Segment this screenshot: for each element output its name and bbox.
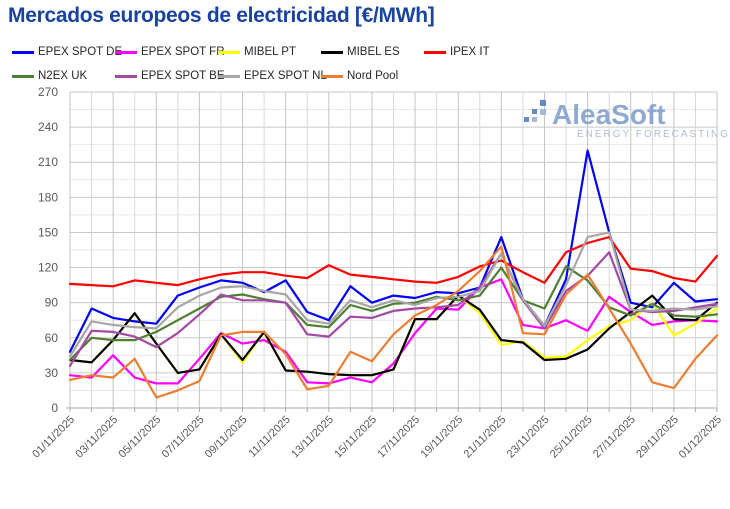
x-axis-label: 17/11/2025: [375, 414, 422, 461]
x-axis-label: 23/11/2025: [505, 414, 552, 461]
legend-item-n2ex-uk: N2EX UK: [12, 70, 115, 82]
legend-item-ipex-it: IPEX IT: [424, 46, 527, 58]
series-line-mibel-es: [68, 294, 719, 377]
legend-item-epex-spot-fr: EPEX SPOT FR: [115, 46, 225, 58]
y-axis-label: 210: [38, 155, 58, 169]
x-axis-label: 01/12/2025: [677, 414, 724, 461]
x-axis-label: 27/11/2025: [591, 414, 638, 461]
legend-item-nord-pool: Nord Pool: [321, 70, 424, 82]
watermark-brand: AleaSoft: [552, 99, 666, 130]
y-axis-label: 180: [38, 190, 58, 204]
x-axis-label: 05/11/2025: [117, 414, 164, 461]
x-axis-label: 11/11/2025: [247, 414, 293, 460]
y-axis-label: 120: [38, 261, 58, 275]
x-axis-label: 25/11/2025: [548, 414, 595, 461]
y-axis-label: 30: [45, 366, 59, 380]
y-axis-label: 270: [38, 85, 58, 99]
legend-row: EPEX SPOT DE EPEX SPOT FR MIBEL PT MIBEL ES…: [12, 40, 722, 64]
watermark-logo-dot: [524, 117, 529, 122]
legend: EPEX SPOT DE EPEX SPOT FR MIBEL PT MIBEL ES…: [12, 40, 722, 88]
legend-label: N2EX UK: [38, 70, 88, 82]
legend-swatch: [321, 50, 343, 54]
x-axis-label: 09/11/2025: [203, 414, 250, 461]
legend-label: EPEX SPOT BE: [141, 70, 225, 82]
watermark-tagline: ENERGY FORECASTING: [577, 129, 730, 140]
legend-swatch: [12, 74, 34, 78]
series-line-epex-spot-nl: [68, 231, 719, 358]
x-axis-label: 07/11/2025: [160, 414, 207, 461]
legend-swatch: [115, 74, 137, 78]
legend-item-epex-spot-be: EPEX SPOT BE: [115, 70, 225, 82]
x-axis-label: 01/11/2025: [30, 414, 77, 461]
series-line-epex-spot-be: [68, 251, 719, 367]
legend-item-mibel-pt: MIBEL PT: [218, 46, 321, 58]
chart-title: Mercados europeos de electricidad [€/MWh…: [8, 4, 435, 27]
legend-row: N2EX UK EPEX SPOT BE EPEX SPOT NL Nord Pool: [12, 64, 722, 88]
y-axis-label: 90: [45, 296, 59, 310]
legend-label: EPEX SPOT DE: [38, 46, 123, 58]
legend-swatch: [218, 74, 240, 78]
y-axis-label: 150: [38, 225, 58, 239]
x-axis-label: 03/11/2025: [73, 414, 120, 461]
legend-swatch: [12, 50, 34, 54]
series-line-ipex-it: [68, 236, 719, 288]
x-axis-label: 19/11/2025: [418, 414, 465, 461]
watermark-logo-dot: [532, 109, 537, 114]
legend-swatch: [115, 50, 137, 54]
legend-label: Nord Pool: [347, 70, 399, 82]
watermark-logo-dot: [540, 100, 546, 106]
watermark-logo-dot: [540, 109, 546, 115]
legend-label: IPEX IT: [450, 46, 490, 58]
y-axis-label: 0: [51, 401, 58, 415]
legend-item-mibel-es: MIBEL ES: [321, 46, 424, 58]
legend-item-epex-spot-nl: EPEX SPOT NL: [218, 70, 327, 82]
legend-label: EPEX SPOT NL: [244, 70, 327, 82]
legend-label: MIBEL ES: [347, 46, 400, 58]
watermark-logo-dot: [532, 117, 537, 122]
legend-swatch: [218, 50, 240, 54]
x-axis-label: 29/11/2025: [634, 414, 681, 461]
legend-item-epex-spot-de: EPEX SPOT DE: [12, 46, 122, 58]
x-axis-label: 13/11/2025: [289, 414, 336, 461]
x-axis-label: 21/11/2025: [462, 414, 509, 461]
legend-swatch: [321, 74, 343, 78]
legend-label: EPEX SPOT FR: [141, 46, 225, 58]
series-line-epex-spot-fr: [68, 278, 719, 385]
y-axis-label: 240: [38, 120, 58, 134]
y-axis-label: 60: [45, 331, 59, 345]
x-axis-label: 15/11/2025: [332, 414, 379, 461]
series-line-nord-pool: [68, 245, 719, 399]
legend-label: MIBEL PT: [244, 46, 296, 58]
legend-swatch: [424, 50, 446, 54]
